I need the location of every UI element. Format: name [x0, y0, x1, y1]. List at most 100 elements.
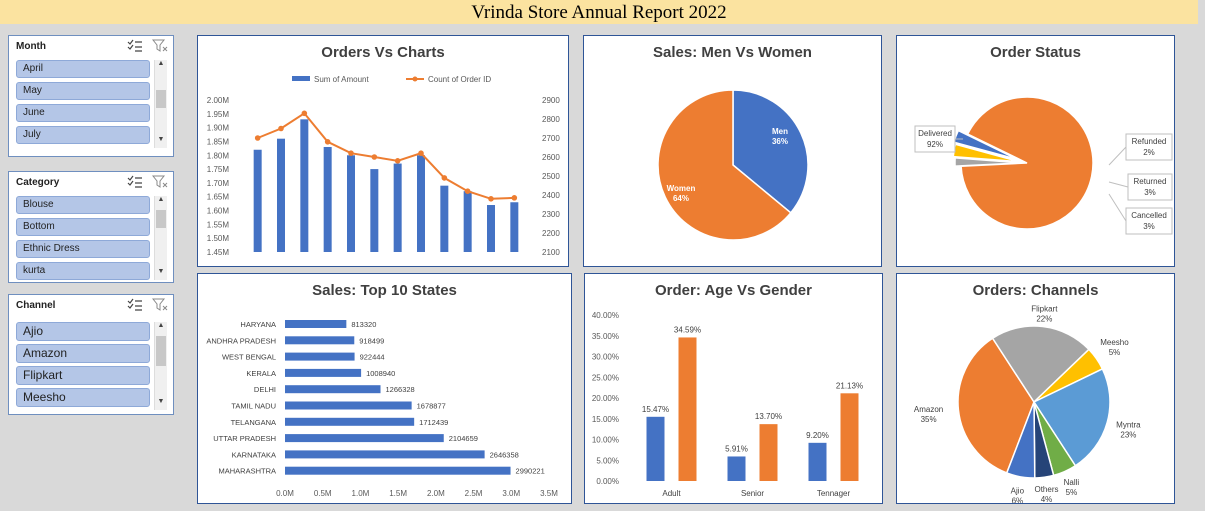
- scroll-thumb[interactable]: [156, 336, 166, 366]
- bar: [463, 191, 472, 252]
- y-tick-label-right: 2900: [542, 96, 560, 105]
- multi-select-icon[interactable]: [127, 175, 143, 189]
- multi-select-icon[interactable]: [127, 39, 143, 53]
- slicer-item[interactable]: Bottom: [16, 218, 150, 236]
- scroll-down-icon[interactable]: ▼: [157, 268, 165, 275]
- pie-slice: [1032, 367, 1111, 467]
- clear-filter-icon[interactable]: [152, 39, 168, 53]
- slicer-item[interactable]: Meesho: [16, 388, 150, 407]
- y-tick-label-left: 1.65M: [207, 193, 230, 202]
- bar: [277, 138, 285, 252]
- series-line: [257, 111, 515, 200]
- callout-label: Cancelled: [1131, 211, 1167, 220]
- slicer-item[interactable]: Flipkart: [16, 366, 150, 385]
- age-gender-card: Order: Age Vs Gender 40.00% 35.00% 30.00% 2…: [584, 273, 883, 504]
- category-label: Adult: [662, 489, 681, 498]
- callouts: Delivered 92% Refunded 2% Returned 3% Ca…: [914, 125, 1173, 235]
- slicer-item[interactable]: April: [16, 60, 150, 78]
- slicer-item[interactable]: Ajio: [16, 322, 150, 341]
- y-tick-label-left: 1.85M: [207, 137, 230, 146]
- line-point: [301, 110, 308, 117]
- y-tick-label-right: 2700: [542, 134, 560, 143]
- slicer-header: Channel: [9, 295, 173, 317]
- y-tick-label: 35.00%: [592, 332, 619, 341]
- y-tick-label: 25.00%: [592, 373, 619, 382]
- bar: [646, 416, 665, 481]
- line-point: [371, 154, 378, 160]
- slice-percent: 35%: [921, 415, 937, 424]
- category-label: KARNATAKA: [232, 450, 276, 459]
- y-tick-label: 10.00%: [592, 436, 619, 445]
- slicer-title: Category: [16, 177, 60, 188]
- pie-slice: [954, 157, 1022, 167]
- bar: [370, 169, 379, 252]
- clear-filter-icon[interactable]: [152, 175, 168, 189]
- slicer-item[interactable]: kurta: [16, 262, 150, 280]
- y-tick-label: 5.00%: [596, 456, 619, 465]
- category-label: ANDHRA PRADESH: [206, 336, 276, 345]
- order-status-card: Order Status Delivered 92% Refunded 2% R…: [896, 35, 1175, 267]
- bar: [440, 185, 449, 252]
- bar: [510, 202, 519, 252]
- slicer-item[interactable]: May: [16, 82, 150, 100]
- slicer-item[interactable]: Amazon: [16, 344, 150, 363]
- line-point: [418, 150, 424, 156]
- slice-label: Women: [667, 184, 696, 193]
- multi-select-icon[interactable]: [127, 298, 143, 312]
- scroll-thumb[interactable]: [156, 90, 166, 108]
- category-label: Senior: [741, 489, 764, 498]
- y-tick-label-left: 1.60M: [207, 207, 230, 216]
- line-point: [278, 125, 284, 132]
- slice-percent: 5%: [1109, 348, 1121, 357]
- line-point: [324, 139, 331, 145]
- slicer-item[interactable]: June: [16, 104, 150, 122]
- slice-percent: 23%: [1120, 430, 1136, 439]
- scroll-thumb[interactable]: [156, 210, 166, 228]
- chart-title: Sales: Top 10 States: [312, 282, 457, 299]
- scroll-down-icon[interactable]: ▼: [157, 398, 165, 405]
- clear-filter-icon[interactable]: [152, 298, 168, 312]
- clustered-bar-chart: 40.00% 35.00% 30.00% 25.00% 20.00% 15.00% 10.0…: [592, 311, 863, 498]
- callout-value: 3%: [1143, 222, 1155, 231]
- channel-slicer: Channel Ajio Amazon Flipkart Meesho ▲ ▼: [8, 294, 174, 415]
- bar: [285, 320, 347, 328]
- x-tick-label: 1.0M: [352, 489, 370, 498]
- slicer-scrollbar[interactable]: ▲ ▼: [154, 196, 167, 280]
- scroll-up-icon[interactable]: ▲: [157, 322, 165, 329]
- data-label: 2646358: [490, 450, 519, 459]
- line-point: [254, 135, 261, 141]
- slicer-scrollbar[interactable]: ▲ ▼: [154, 322, 167, 410]
- y-tick-label-right: 2300: [542, 210, 560, 219]
- slice-label: Myntra: [1116, 420, 1141, 429]
- data-label: 1712439: [419, 418, 448, 427]
- scroll-up-icon[interactable]: ▲: [157, 60, 165, 67]
- data-label: 1678877: [417, 402, 446, 411]
- pie-slice: [1005, 401, 1036, 479]
- callout-box: [1127, 173, 1173, 201]
- callout-value: 92%: [927, 140, 943, 149]
- bar: [840, 393, 859, 481]
- month-slicer: Month April May June July ▲ ▼: [8, 35, 174, 157]
- data-label: 2104659: [449, 434, 478, 443]
- slicer-item[interactable]: July: [16, 126, 150, 144]
- y-tick-label-left: 1.45M: [207, 248, 230, 257]
- legend-marker: [412, 76, 418, 82]
- bar: [487, 205, 495, 252]
- slicer-item[interactable]: Ethnic Dress: [16, 240, 150, 258]
- pie-chart: Delivered 92% Refunded 2% Returned 3% Ca…: [914, 96, 1173, 235]
- slicer-item[interactable]: Blouse: [16, 196, 150, 214]
- chart-legend: Sum of Amount Count of Order ID: [292, 75, 491, 84]
- slice-label: Men: [772, 127, 788, 136]
- bar: [417, 155, 425, 252]
- x-tick-label: 2.0M: [427, 489, 445, 498]
- scroll-down-icon[interactable]: ▼: [157, 136, 165, 143]
- line-point: [348, 150, 354, 156]
- x-tick-label: 3.0M: [502, 489, 520, 498]
- bar: [323, 146, 332, 252]
- chart-title: Orders Vs Charts: [321, 44, 445, 61]
- slice-label: Flipkart: [1031, 305, 1058, 314]
- slicer-scrollbar[interactable]: ▲ ▼: [154, 60, 167, 148]
- scroll-up-icon[interactable]: ▲: [157, 196, 165, 203]
- slice-label: Meesho: [1100, 338, 1129, 347]
- legend-label: Sum of Amount: [314, 75, 369, 84]
